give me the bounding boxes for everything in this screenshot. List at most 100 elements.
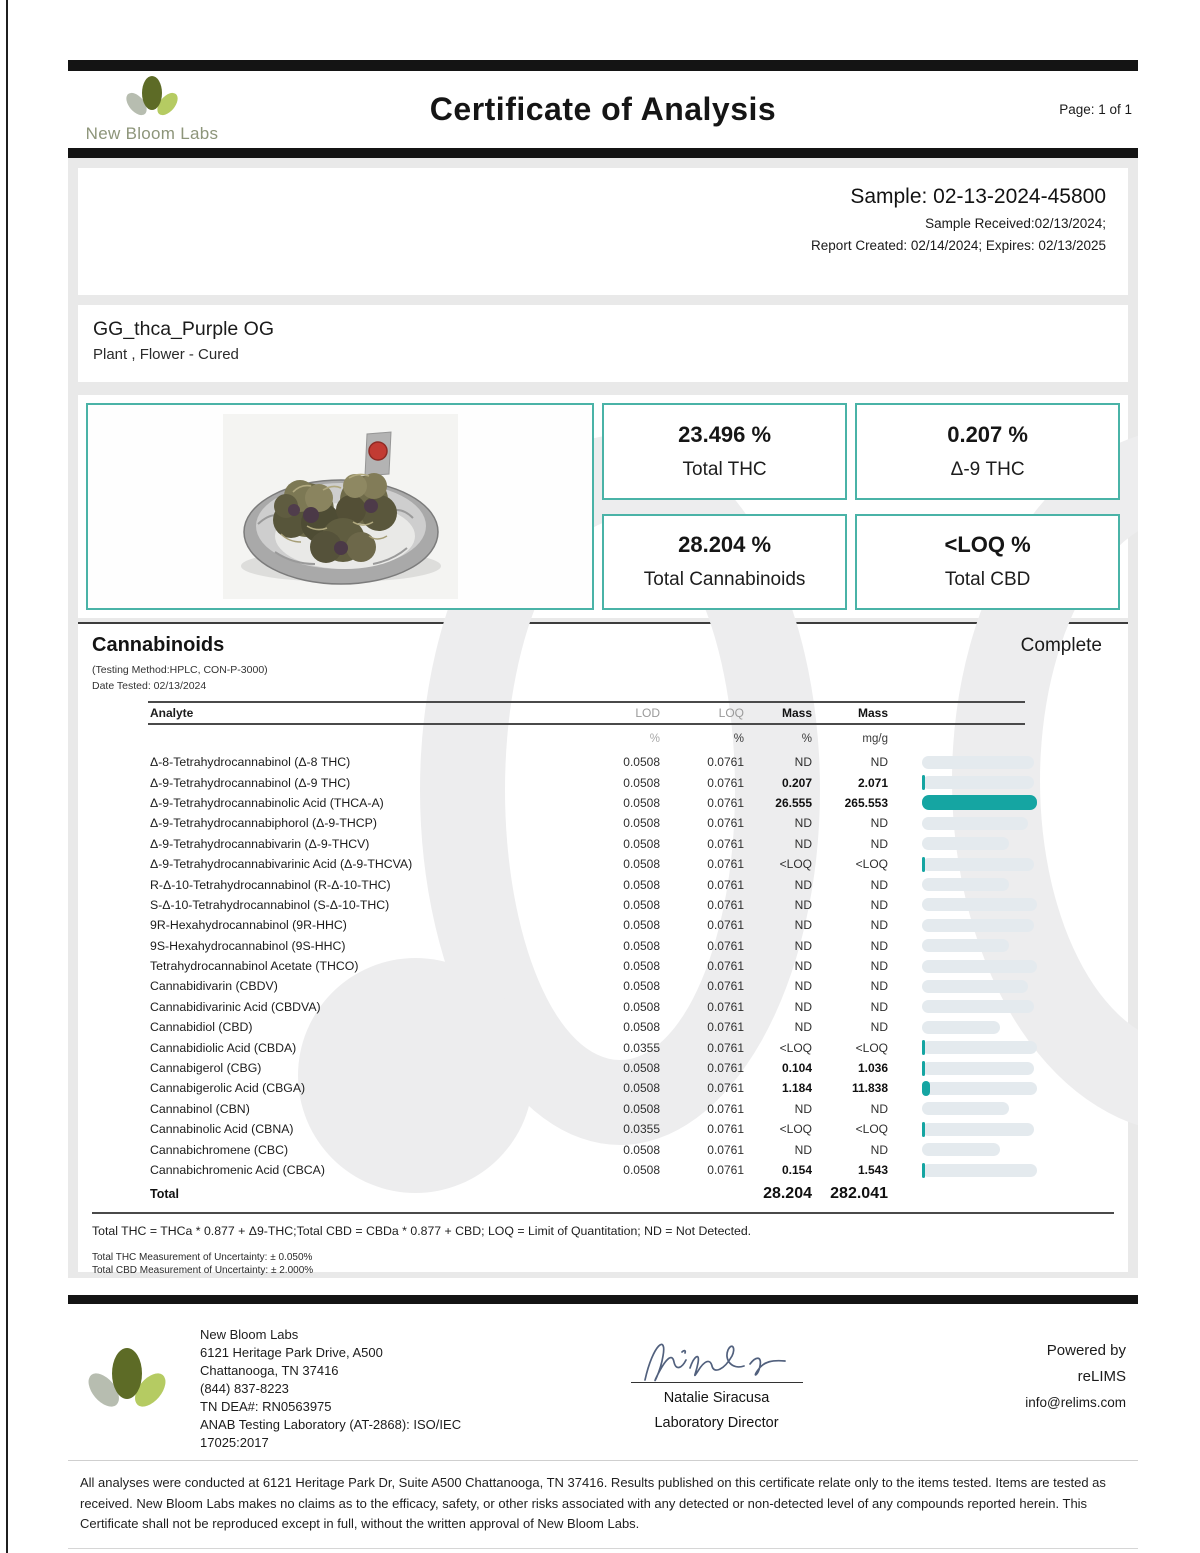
table-row: Cannabidivarin (CBDV) 0.0508 0.0761 ND N… (148, 976, 1053, 996)
mass-bar-track (922, 1122, 1034, 1136)
mass-mgg-value: ND (870, 1142, 888, 1157)
table-row: Δ-9-Tetrahydrocannabivarinic Acid (Δ-9-T… (148, 854, 1053, 874)
lod-value: 0.0508 (623, 1142, 660, 1157)
total-cbd-label: Total CBD (944, 569, 1031, 591)
mass-mgg-value: ND (870, 1020, 888, 1035)
mass-mgg-value: ND (870, 1101, 888, 1116)
relims-block: Powered by reLIMS info@relims.com (903, 1326, 1138, 1452)
mass-bar-track (922, 878, 1010, 892)
mass-percent-value: ND (794, 1101, 812, 1116)
testing-method: (Testing Method:HPLC, CON-P-3000) (92, 664, 268, 676)
lod-value: 0.0508 (623, 1163, 660, 1177)
mass-percent-value: ND (794, 816, 812, 831)
analyte-name: R-Δ-10-Tetrahydrocannabinol (R-Δ-10-THC) (150, 877, 391, 892)
loq-value: 0.0761 (707, 755, 744, 770)
table-row: Δ-9-Tetrahydrocannabinolic Acid (THCA-A)… (148, 793, 1053, 813)
col-mass-mg: Mass (857, 706, 888, 720)
mass-bar (922, 1040, 1037, 1056)
total-thc-value: 23.496 % (678, 421, 772, 447)
lod-value: 0.0508 (623, 1081, 660, 1096)
mass-bar-fill (922, 1080, 930, 1096)
lod-value: 0.0355 (623, 1040, 660, 1055)
unit-mass-pct: % (801, 732, 812, 745)
analyte-name: Δ-9-Tetrahydrocannabivarinic Acid (Δ-9-T… (150, 857, 413, 872)
product-photo (222, 414, 458, 599)
brand-name: New Bloom Labs (85, 123, 219, 143)
mass-bar-track (922, 979, 1028, 993)
loq-value: 0.0761 (707, 1081, 744, 1096)
mass-bar-track (922, 1061, 1034, 1075)
analyte-name: 9S-Hexahydrocannabinol (9S-HHC) (150, 938, 346, 953)
mass-bar-track (922, 1000, 1034, 1014)
loq-value: 0.0761 (707, 775, 744, 790)
mass-mgg-value: ND (870, 999, 888, 1014)
analyte-name: Cannabigerolic Acid (CBGA) (150, 1081, 306, 1096)
lod-value: 0.0508 (623, 1061, 660, 1076)
col-lod: LOD (635, 706, 660, 720)
relims-email[interactable]: info@relims.com (1025, 1395, 1126, 1410)
product-name: GG_thca_Purple OG (93, 318, 275, 340)
total-cannabinoids-value: 28.204 % (678, 532, 772, 558)
analyte-name: Cannabidivarin (CBDV) (150, 979, 278, 994)
mass-percent-value: 1.184 (781, 1081, 812, 1096)
mass-bar (922, 917, 1037, 933)
summary-box-d9-thc: 0.207 % Δ-9 THC (855, 403, 1120, 500)
mass-bar-track (922, 939, 1010, 953)
col-analyte: Analyte (150, 706, 194, 720)
section-title: Cannabinoids (92, 634, 225, 656)
lod-value: 0.0508 (623, 857, 660, 872)
footer-logo-block (68, 1326, 186, 1452)
mass-mgg-value: ND (870, 959, 888, 974)
lod-value: 0.0355 (623, 1122, 660, 1137)
mass-bar (922, 1162, 1037, 1178)
uncertainty-note-thc: Total THC Measurement of Uncertainty: ± … (92, 1252, 313, 1264)
loq-value: 0.0761 (707, 897, 744, 912)
mass-percent-value: ND (794, 979, 812, 994)
table-row: Cannabigerol (CBG) 0.0508 0.0761 0.104 1… (148, 1058, 1053, 1078)
newbloom-logo-icon (122, 75, 182, 122)
mass-percent-value: ND (794, 897, 812, 912)
mass-bar-track (922, 1081, 1037, 1095)
mass-bar-track (922, 837, 1010, 851)
d9-thc-value: 0.207 % (947, 421, 1028, 447)
mass-bar-track (922, 959, 1037, 973)
mass-bar-track (922, 918, 1034, 932)
page-indicator: Page: 1 of 1 (1059, 102, 1132, 117)
lab-phone: (844) 837-8223 (200, 1381, 289, 1396)
mass-bar-fill (922, 795, 1037, 811)
analyte-name: Δ-9-Tetrahydrocannabinol (Δ-9 THC) (150, 775, 351, 790)
loq-value: 0.0761 (707, 1020, 744, 1035)
mass-mgg-value: 1.036 (857, 1061, 888, 1076)
loq-value: 0.0761 (707, 1122, 744, 1137)
mass-bar (922, 856, 1037, 872)
mass-percent-value: ND (794, 999, 812, 1014)
summary-grid: 23.496 % Total THC 0.207 % Δ-9 THC 28.20… (602, 403, 1120, 610)
mass-bar (922, 754, 1037, 770)
body-panel: Sample: 02-13-2024-45800 Sample Received… (68, 158, 1138, 1278)
lod-value: 0.0508 (623, 816, 660, 831)
mass-bar (922, 999, 1037, 1015)
analyte-name: Cannabidiol (CBD) (150, 1020, 253, 1035)
footnote-rule (92, 1212, 1114, 1215)
loq-value: 0.0761 (707, 999, 744, 1014)
bottom-divider (68, 1547, 1138, 1549)
product-photo-frame (86, 403, 594, 610)
col-loq: LOQ (718, 706, 744, 720)
signature-line (630, 1382, 803, 1383)
mass-bar-track (922, 776, 1034, 790)
footnote: Total THC = THCa * 0.877 + Δ9-THC;Total … (92, 1224, 752, 1239)
total-thc-label: Total THC (682, 458, 767, 480)
mass-bar-track (922, 857, 1034, 871)
mass-bar-fill (922, 775, 925, 791)
table-row: Cannabidivarinic Acid (CBDVA) 0.0508 0.0… (148, 997, 1053, 1017)
table-row: Cannabinol (CBN) 0.0508 0.0761 ND ND (148, 1099, 1053, 1119)
loq-value: 0.0761 (707, 1142, 744, 1157)
mass-percent-value: ND (794, 959, 812, 974)
footer-black-bar (68, 1295, 1138, 1304)
table-row: 9S-Hexahydrocannabinol (9S-HHC) 0.0508 0… (148, 936, 1053, 956)
lab-address: New Bloom Labs 6121 Heritage Park Drive,… (200, 1326, 530, 1452)
loq-value: 0.0761 (707, 1101, 744, 1116)
mass-percent-value: <LOQ (779, 857, 812, 872)
uncertainty-note-cbd: Total CBD Measurement of Uncertainty: ± … (92, 1265, 314, 1277)
